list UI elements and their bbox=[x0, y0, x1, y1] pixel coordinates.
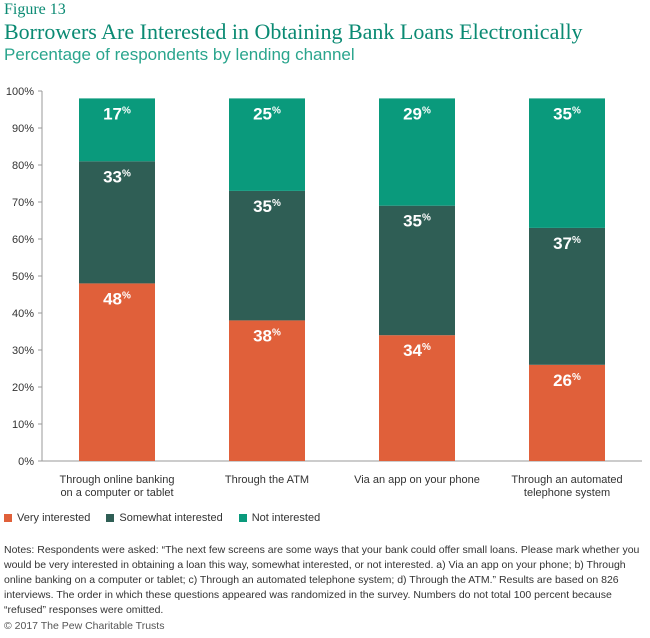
bar-somewhat bbox=[379, 205, 455, 336]
legend-item-very: Very interested bbox=[4, 512, 90, 524]
bar-not bbox=[79, 98, 155, 162]
bar-not bbox=[529, 98, 605, 228]
y-tick-label: 70% bbox=[12, 197, 34, 209]
bar-not bbox=[229, 98, 305, 191]
chart-subtitle: Percentage of respondents by lending cha… bbox=[4, 45, 355, 64]
bar-very bbox=[79, 283, 155, 461]
y-tick-label: 10% bbox=[12, 419, 34, 431]
x-category-label: telephone system bbox=[524, 487, 610, 499]
legend-label-somewhat: Somewhat interested bbox=[119, 512, 223, 524]
y-tick-label: 100% bbox=[6, 86, 34, 98]
bar-somewhat bbox=[79, 161, 155, 284]
x-category-label: on a computer or tablet bbox=[60, 487, 173, 499]
y-tick-label: 80% bbox=[12, 160, 34, 172]
y-tick-label: 60% bbox=[12, 234, 34, 246]
y-tick-label: 0% bbox=[18, 456, 34, 468]
legend-item-not: Not interested bbox=[238, 512, 321, 524]
legend-swatch-very bbox=[4, 514, 12, 522]
figure-label: Figure 13 bbox=[4, 1, 66, 18]
x-category-label: Through an automated bbox=[511, 474, 622, 486]
bar-somewhat bbox=[229, 190, 305, 321]
legend-item-somewhat: Somewhat interested bbox=[106, 512, 223, 524]
legend-label-very: Very interested bbox=[17, 512, 91, 524]
bar-very bbox=[379, 335, 455, 461]
notes: Notes: Respondents were asked: “The next… bbox=[4, 544, 640, 616]
stacked-bar-chart: 0%10%20%30%40%50%60%70%80%90%100%48%33%1… bbox=[6, 86, 642, 499]
legend-swatch-somewhat bbox=[106, 514, 115, 522]
y-tick-label: 40% bbox=[12, 308, 34, 320]
bar-very bbox=[529, 364, 605, 461]
x-category-label: Through the ATM bbox=[225, 474, 309, 486]
bar-very bbox=[229, 320, 305, 461]
copyright: © 2017 The Pew Charitable Trusts bbox=[4, 620, 165, 632]
y-tick-label: 30% bbox=[12, 345, 34, 357]
legend-swatch-not bbox=[238, 514, 247, 522]
x-category-label: Through online banking bbox=[60, 474, 175, 486]
x-category-label: Via an app on your phone bbox=[354, 474, 480, 486]
y-tick-label: 90% bbox=[12, 123, 34, 135]
y-tick-label: 50% bbox=[12, 271, 34, 283]
y-tick-label: 20% bbox=[12, 382, 34, 394]
bar-somewhat bbox=[529, 227, 605, 365]
legend-label-not: Not interested bbox=[251, 512, 321, 524]
chart-title: Borrowers Are Interested in Obtaining Ba… bbox=[4, 19, 583, 44]
legend: Very interested Somewhat interested Not … bbox=[4, 512, 320, 524]
bar-not bbox=[379, 98, 455, 206]
